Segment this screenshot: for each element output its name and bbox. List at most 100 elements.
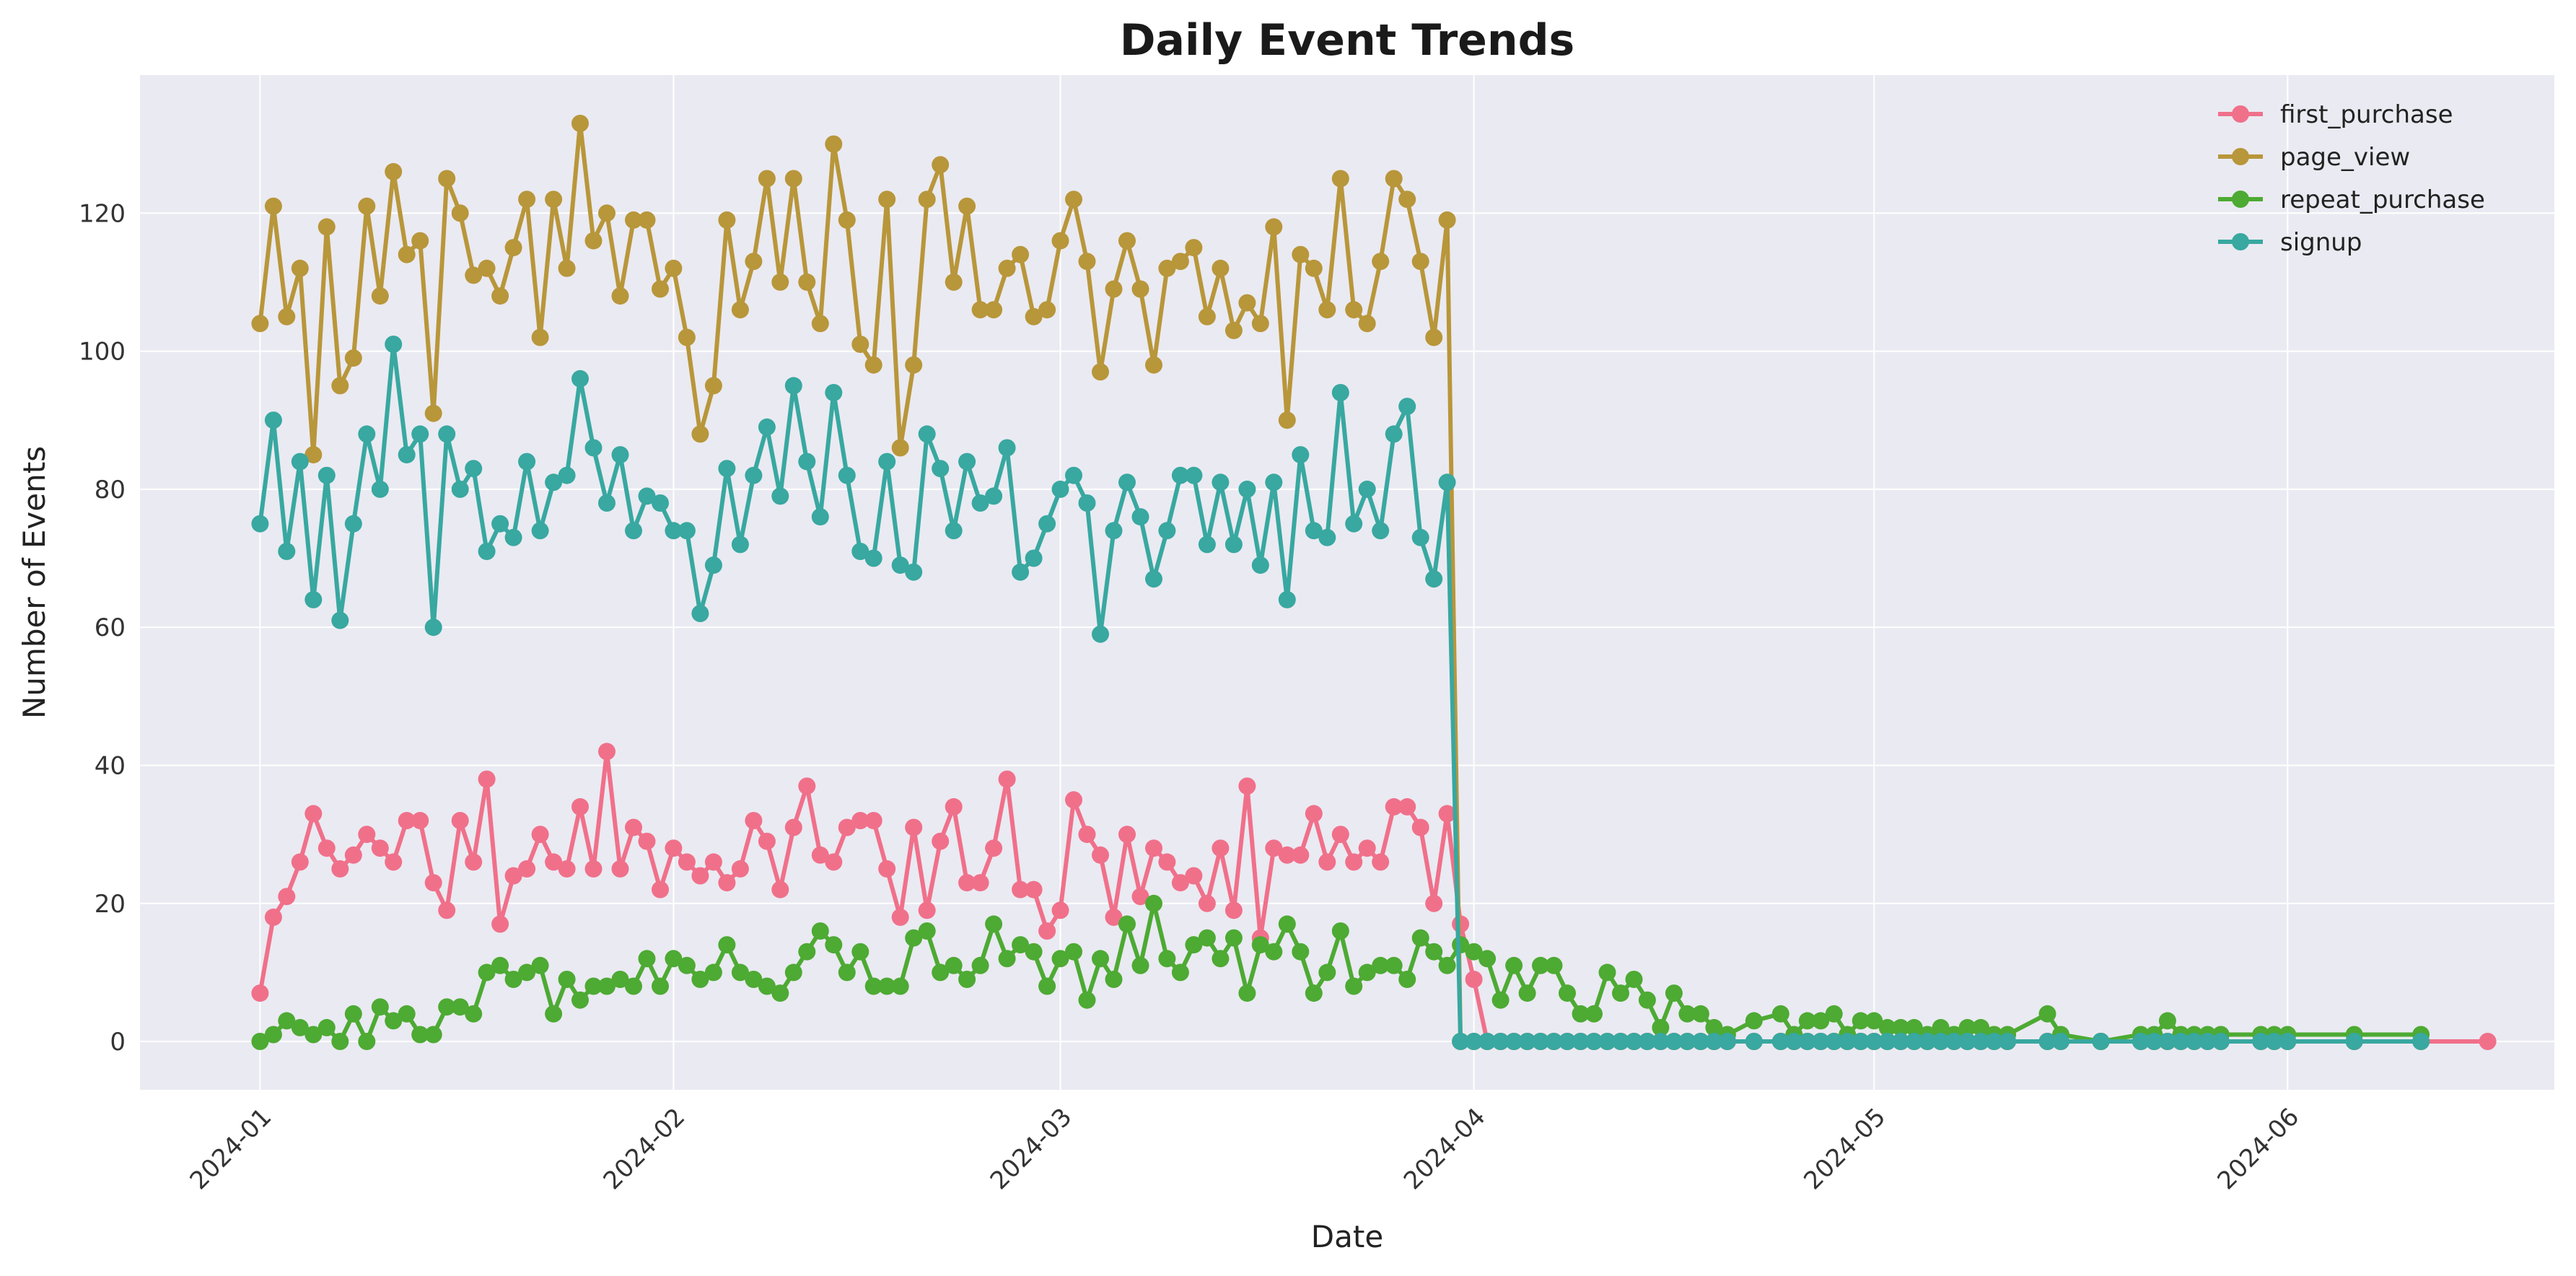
data-point	[465, 853, 483, 871]
data-point	[451, 812, 469, 829]
data-point	[1158, 950, 1176, 968]
data-point	[878, 453, 896, 471]
data-point	[771, 880, 789, 899]
data-point	[1065, 943, 1082, 961]
data-point	[745, 466, 763, 484]
data-point	[1171, 466, 1189, 484]
data-point	[678, 956, 696, 974]
data-point	[838, 466, 856, 484]
data-point	[1171, 253, 1189, 271]
data-point	[1972, 1018, 1990, 1036]
data-point	[1078, 991, 1096, 1009]
data-point	[1465, 971, 1483, 988]
data-point	[1385, 956, 1403, 974]
legend-marker	[2232, 105, 2249, 123]
data-point	[504, 867, 522, 885]
data-point	[1345, 853, 1363, 871]
data-point	[1105, 908, 1123, 926]
data-point	[571, 115, 589, 132]
data-point	[1292, 943, 1310, 961]
data-point	[1345, 515, 1363, 533]
data-point	[1051, 232, 1069, 250]
data-point	[264, 908, 282, 926]
data-point	[745, 812, 763, 829]
data-point	[278, 888, 296, 906]
data-point	[798, 943, 816, 961]
data-point	[2158, 1012, 2176, 1030]
data-point	[811, 315, 829, 333]
data-point	[625, 977, 642, 995]
data-point	[371, 287, 389, 305]
data-point	[665, 259, 683, 277]
data-point	[691, 867, 709, 885]
data-point	[1612, 1033, 1629, 1050]
data-point	[1505, 956, 1523, 974]
data-point	[291, 853, 309, 871]
data-point	[1425, 943, 1443, 961]
data-point	[1385, 170, 1403, 188]
data-point	[731, 860, 749, 878]
data-point	[1025, 880, 1043, 899]
data-point	[851, 543, 869, 560]
data-point	[611, 971, 629, 988]
data-point	[385, 336, 403, 353]
data-point	[945, 522, 963, 540]
data-point	[438, 998, 456, 1016]
data-point	[371, 480, 389, 498]
data-point	[2212, 1033, 2230, 1050]
data-point	[465, 1005, 483, 1023]
data-point	[1145, 894, 1162, 912]
data-point	[958, 874, 976, 892]
data-point	[1025, 943, 1043, 961]
data-point	[1678, 1005, 1696, 1023]
data-point	[1238, 294, 1256, 312]
data-point	[1105, 280, 1123, 298]
data-point	[891, 977, 909, 995]
data-point	[424, 619, 442, 637]
data-point	[825, 384, 843, 401]
data-point	[798, 453, 816, 471]
data-point	[278, 543, 296, 560]
data-point	[945, 956, 963, 974]
data-point	[731, 963, 749, 982]
data-point	[985, 301, 1003, 319]
data-point	[971, 956, 989, 974]
data-point	[798, 777, 816, 795]
legend-item-signup: signup	[2218, 228, 2362, 257]
data-point	[1051, 901, 1069, 919]
data-point	[1358, 480, 1376, 498]
data-point	[1919, 1033, 1937, 1050]
data-point	[1012, 936, 1030, 954]
data-point	[558, 259, 576, 277]
data-point	[1212, 259, 1230, 277]
data-point	[438, 170, 456, 188]
data-point	[531, 522, 549, 540]
data-point	[718, 460, 736, 478]
data-point	[385, 162, 403, 180]
data-point	[704, 377, 722, 395]
data-point	[1278, 915, 1296, 933]
data-point	[851, 336, 869, 353]
data-point	[1265, 839, 1283, 857]
data-point	[331, 1033, 349, 1050]
legend-label: page_view	[2280, 143, 2410, 172]
data-point	[1092, 625, 1109, 643]
data-point	[278, 1012, 296, 1030]
data-point	[1705, 1018, 1723, 1036]
data-point	[478, 259, 496, 277]
y-tick-label: 120	[79, 199, 126, 228]
data-point	[1051, 480, 1069, 498]
data-point	[691, 425, 709, 443]
data-point	[1465, 943, 1483, 961]
data-point	[1131, 280, 1149, 298]
data-point	[1932, 1018, 1950, 1036]
data-point	[1491, 991, 1510, 1009]
data-point	[1505, 1033, 1523, 1050]
data-point	[731, 536, 749, 554]
data-point	[1625, 1033, 1643, 1050]
data-point	[905, 356, 923, 374]
data-point	[945, 798, 963, 816]
data-point	[1585, 1033, 1603, 1050]
data-point	[932, 963, 950, 982]
data-point	[465, 266, 483, 284]
